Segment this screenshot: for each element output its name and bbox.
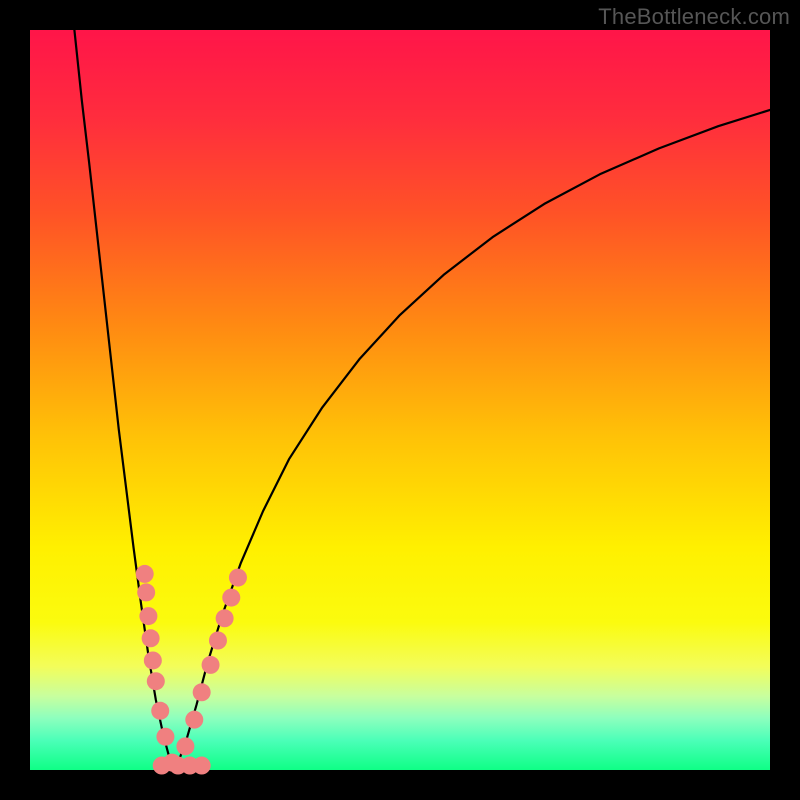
- data-marker: [209, 632, 227, 650]
- data-marker: [151, 702, 169, 720]
- data-marker: [176, 737, 194, 755]
- data-marker: [229, 569, 247, 587]
- data-marker: [216, 609, 234, 627]
- data-marker: [185, 711, 203, 729]
- data-marker: [142, 629, 160, 647]
- data-marker: [136, 565, 154, 583]
- bottleneck-chart: TheBottleneck.com: [0, 0, 800, 800]
- data-marker: [156, 728, 174, 746]
- data-marker: [139, 607, 157, 625]
- watermark-text: TheBottleneck.com: [598, 4, 790, 30]
- data-marker: [202, 656, 220, 674]
- data-marker: [137, 583, 155, 601]
- plot-svg: [0, 0, 800, 800]
- data-marker: [147, 672, 165, 690]
- plot-background: [30, 30, 770, 770]
- data-marker: [222, 589, 240, 607]
- data-marker: [153, 757, 171, 775]
- data-marker: [193, 683, 211, 701]
- data-marker: [144, 651, 162, 669]
- data-marker: [193, 757, 211, 775]
